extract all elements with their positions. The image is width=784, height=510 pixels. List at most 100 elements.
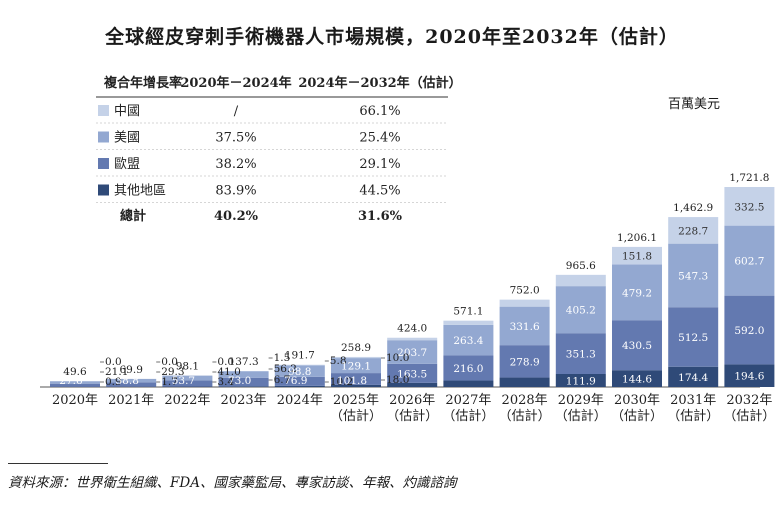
bar-segment-歐盟: [50, 383, 100, 387]
bar-value-side-label: 0.9: [105, 376, 122, 388]
cagr-total-label: 總計: [120, 208, 146, 224]
bar-segment-歐盟: [331, 373, 381, 385]
bar-total-label: 1,721.8: [729, 172, 769, 184]
bar-segment-美國: [50, 381, 100, 384]
x-tick-label: （估計）: [499, 408, 551, 424]
bar-value-side-label: 18.0: [386, 374, 409, 386]
bar-value-label: 27.6: [59, 375, 83, 387]
x-tick-label: （估計）: [442, 408, 494, 424]
bar-total-label: 752.0: [510, 285, 540, 297]
bar-value-label: 144.6: [622, 374, 652, 386]
cagr-total-value-2: 31.6%: [358, 209, 403, 224]
cagr-row-label: 其他地區: [114, 184, 166, 199]
bar-total-label: 258.9: [341, 342, 371, 354]
bar-value-label: 163.5: [397, 368, 427, 380]
bar-value-side-label: 6.7: [274, 374, 291, 386]
x-tick-label: 2027年: [445, 393, 491, 408]
cagr-row-value-2: 25.4%: [359, 131, 400, 146]
bar-segment-其他地區: [612, 370, 662, 387]
x-tick-label: 2026年: [389, 393, 435, 408]
legend-swatch-0: [98, 105, 109, 116]
bar-segment-美國: [555, 286, 606, 334]
bar-value-side-label: 41.0: [217, 366, 240, 378]
bar-value-side-label: 1.7: [161, 376, 178, 388]
bar-value-label: 38.8: [116, 375, 139, 387]
bar-segment-其他地區: [387, 382, 438, 387]
x-tick-label: 2029年: [558, 393, 604, 408]
bar-segment-其他地區: [331, 384, 381, 387]
bar-segment-其他地區: [218, 386, 269, 387]
x-tick-label: 2032年: [726, 393, 772, 408]
bar-value-label: 101.8: [337, 375, 367, 387]
bar-total-label: 965.6: [566, 260, 596, 272]
bar-segment-美國: [387, 340, 438, 364]
bar-segment-中國: [443, 320, 494, 325]
cagr-row-value-1: 83.9%: [215, 184, 256, 199]
x-tick-label: 2022年: [164, 393, 210, 408]
bar-segment-其他地區: [274, 385, 325, 387]
x-tick-label: （估計）: [330, 408, 382, 424]
bar-value-label: 430.5: [622, 340, 652, 352]
bar-segment-中國: [724, 187, 775, 226]
x-tick-label: 2020年: [52, 393, 98, 408]
cagr-header-col2: 2024年－2032年（估計）: [298, 75, 461, 91]
bar-value-label: 73.0: [228, 375, 251, 387]
bar-segment-歐盟: [555, 333, 606, 375]
cagr-row-label: 美國: [114, 131, 140, 146]
bar-segment-中國: [555, 274, 606, 287]
bar-value-label: 351.3: [566, 349, 596, 361]
bar-total-label: 69.9: [120, 364, 143, 376]
unit-label: 百萬美元: [668, 97, 721, 112]
bar-segment-其他地區: [443, 380, 494, 387]
bar-value-label: 111.9: [566, 376, 596, 388]
source-note: 資料來源：世界衛生組織、FDA、國家藥監局、專家訪談、年報、灼識諮詢: [8, 475, 457, 491]
cagr-row-value-1: 37.5%: [215, 131, 256, 146]
chart-title: 全球經皮穿刺手術機器人市場規模，2020年至2032年（估計）: [105, 26, 679, 48]
bar-segment-美國: [668, 243, 719, 308]
x-tick-label: 2023年: [221, 393, 267, 408]
bar-segment-歐盟: [387, 363, 438, 383]
x-tick-label: （估計）: [611, 408, 663, 424]
bar-total-label: 137.3: [229, 356, 259, 368]
cagr-row-value-1: 38.2%: [215, 157, 256, 172]
cagr-row-label: 歐盟: [114, 157, 140, 172]
bar-total-label: 49.6: [63, 366, 87, 378]
bar-value-label: 592.0: [734, 325, 764, 337]
cagr-total-value-1: 40.2%: [214, 209, 259, 224]
bar-segment-歐盟: [612, 320, 662, 371]
bar-value-label: 331.6: [510, 321, 540, 333]
bar-value-side-label: 3.4: [217, 376, 234, 388]
bar-total-label: 571.1: [453, 306, 483, 318]
x-tick-label: 2021年: [108, 393, 154, 408]
bar-value-side-label: 0.0: [105, 356, 122, 368]
x-tick-label: （估計）: [555, 408, 607, 424]
bar-value-label: 129.1: [341, 361, 371, 373]
legend-swatch-1: [98, 131, 109, 143]
bar-segment-其他地區: [555, 374, 606, 387]
bar-value-side-label: 21.1: [105, 366, 128, 378]
bar-value-side-label: 0.0: [217, 356, 234, 368]
bar-value-label: 194.6: [734, 371, 764, 383]
bar-segment-其他地區: [724, 364, 775, 387]
bar-segment-美國: [499, 306, 550, 346]
legend-swatch-3: [98, 184, 109, 196]
x-tick-label: （估計）: [667, 408, 719, 424]
bar-segment-中國: [612, 246, 662, 265]
cagr-row-value-1: /: [234, 104, 239, 119]
x-tick-label: （估計）: [723, 408, 775, 424]
bar-value-side-label: 10.0: [386, 352, 409, 364]
bar-value-side-label: 5.8: [330, 355, 347, 367]
bar-segment-美國: [162, 375, 213, 381]
bar-value-label: 278.9: [510, 356, 540, 368]
bar-segment-歐盟: [218, 377, 269, 387]
bar-segment-中國: [668, 217, 719, 244]
source-divider: [8, 463, 108, 464]
bar-value-label: 479.2: [622, 287, 652, 299]
bar-total-label: 424.0: [397, 323, 427, 335]
bar-segment-美國: [724, 225, 775, 296]
x-tick-label: 2030年: [614, 393, 660, 408]
bar-segment-美國: [218, 371, 269, 378]
bar-segment-美國: [274, 365, 325, 377]
cagr-row-value-2: 66.1%: [359, 104, 400, 119]
